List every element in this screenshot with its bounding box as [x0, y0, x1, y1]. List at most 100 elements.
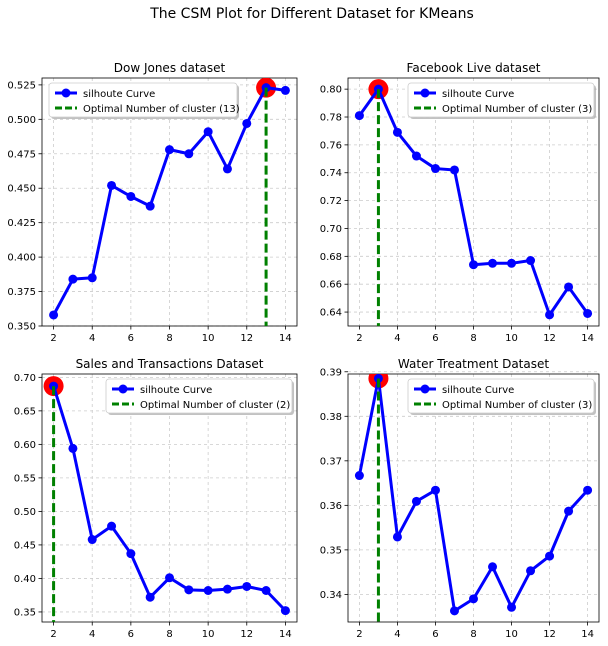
- y-tick-label: 0.78: [320, 113, 342, 124]
- silhouette-point: [203, 127, 213, 137]
- silhouette-point: [449, 165, 459, 175]
- silhouette-point: [583, 485, 593, 495]
- subplot-1: Dow Jones dataset 2 4 6 8 10 12 14 0.350 0.375 0.4…: [7, 61, 298, 344]
- silhouette-point: [545, 310, 555, 320]
- y-tick-label: 0.450: [7, 184, 36, 195]
- x-tick-label: 12: [240, 629, 253, 640]
- legend: silhoute Curve Optimal Number of cluster …: [407, 378, 596, 415]
- legend-optimal-label: Optimal Number of cluster (3): [442, 400, 592, 411]
- y-tick-label: 0.60: [14, 440, 36, 451]
- y-tick-label: 0.425: [7, 218, 36, 229]
- y-tick-label: 0.525: [7, 80, 36, 91]
- x-tick-label: 8: [166, 333, 172, 344]
- legend: silhoute Curve Optimal Number of cluster …: [48, 82, 240, 119]
- silhouette-point: [526, 256, 536, 266]
- x-tick-label: 14: [279, 333, 292, 344]
- legend-optimal-label: Optimal Number of cluster (3): [442, 104, 592, 115]
- x-tick-label: 10: [505, 333, 518, 344]
- silhouette-point: [280, 85, 290, 95]
- x-tick-label: 10: [202, 629, 215, 640]
- x-tick-label: 6: [432, 629, 438, 640]
- y-tick-label: 0.64: [320, 308, 342, 319]
- y-tick-label: 0.76: [320, 140, 342, 151]
- x-tick-label: 10: [202, 333, 215, 344]
- y-tick-label: 0.72: [320, 196, 342, 207]
- x-tick-label: 4: [394, 629, 400, 640]
- x-tick-label: 2: [356, 629, 362, 640]
- legend-box: [407, 378, 595, 414]
- silhouette-point: [145, 201, 155, 211]
- silhouette-point: [507, 602, 517, 612]
- y-tick-label: 0.375: [7, 287, 36, 298]
- x-tick-label: 12: [543, 629, 556, 640]
- silhouette-point: [469, 260, 478, 270]
- silhouette-point: [242, 118, 252, 128]
- silhouette-point: [411, 496, 421, 506]
- plot-area: [49, 78, 290, 326]
- legend-curve-label: silhoute Curve: [442, 89, 514, 100]
- y-tick-label: 0.66: [320, 280, 342, 291]
- y-tick-label: 0.500: [7, 115, 36, 126]
- silhouette-point: [430, 485, 440, 495]
- plot-area: [43, 376, 290, 622]
- silhouette-point: [49, 310, 59, 320]
- y-tick-label: 0.400: [7, 253, 36, 264]
- silhouette-point: [242, 581, 252, 591]
- legend-box: [407, 82, 595, 118]
- legend-curve-label: silhoute Curve: [83, 89, 155, 100]
- silhouette-point: [145, 592, 155, 602]
- subplot-title: Dow Jones dataset: [114, 61, 226, 75]
- y-tick-label: 0.35: [14, 607, 36, 618]
- silhouette-point: [488, 562, 498, 572]
- x-tick-label: 12: [240, 333, 253, 344]
- y-tick-label: 0.68: [320, 252, 342, 263]
- silhouette-point: [165, 573, 174, 583]
- subplot-panels: Dow Jones dataset 2 4 6 8 10 12 14 0.350 0.375 0.4…: [7, 61, 600, 640]
- x-tick-label: 6: [432, 333, 438, 344]
- x-tick-label: 10: [505, 629, 518, 640]
- y-tick-label: 0.45: [14, 540, 36, 551]
- silhouette-point: [280, 606, 290, 616]
- silhouette-point: [87, 273, 97, 283]
- silhouette-point: [354, 471, 364, 481]
- x-tick-label: 2: [50, 333, 56, 344]
- y-tick-label: 0.38: [320, 412, 342, 423]
- legend-curve-marker: [420, 88, 430, 98]
- y-tick-label: 0.50: [14, 507, 36, 518]
- y-tick-label: 0.70: [320, 224, 342, 235]
- silhouette-point: [545, 551, 555, 561]
- silhouette-point: [354, 111, 364, 121]
- legend-optimal-label: Optimal Number of cluster (13): [83, 104, 240, 115]
- silhouette-point: [184, 149, 194, 159]
- y-tick-label: 0.74: [320, 168, 342, 179]
- silhouette-point: [126, 191, 136, 201]
- silhouette-point: [261, 585, 271, 595]
- x-tick-label: 4: [394, 333, 400, 344]
- silhouette-point: [411, 151, 421, 161]
- silhouette-point: [203, 585, 213, 595]
- figure-suptitle: The CSM Plot for Different Dataset for K…: [149, 6, 474, 22]
- silhouette-point: [222, 584, 232, 594]
- legend-curve-label: silhoute Curve: [442, 385, 514, 396]
- y-tick-label: 0.40: [14, 574, 36, 585]
- silhouette-point: [107, 180, 117, 190]
- y-tick-label: 0.65: [14, 406, 36, 417]
- legend: silhoute Curve Optimal Number of cluster …: [105, 378, 294, 415]
- subplot-3: Sales and Transactions Dataset 2 4 6 8 10 12 14…: [14, 357, 298, 640]
- x-tick-label: 2: [356, 333, 362, 344]
- y-tick-label: 0.39: [320, 367, 342, 378]
- silhouette-point: [165, 145, 174, 155]
- silhouette-point: [68, 274, 78, 284]
- silhouette-point: [469, 594, 478, 604]
- subplot-title: Sales and Transactions Dataset: [76, 357, 264, 371]
- x-tick-label: 6: [128, 333, 134, 344]
- legend: silhoute Curve Optimal Number of cluster …: [407, 82, 596, 119]
- plot-area: [354, 79, 593, 326]
- plot-area: [354, 374, 593, 622]
- x-tick-label: 6: [128, 629, 134, 640]
- silhouette-point: [222, 164, 232, 174]
- silhouette-point: [488, 258, 498, 268]
- silhouette-point: [564, 282, 574, 292]
- x-tick-label: 8: [470, 333, 476, 344]
